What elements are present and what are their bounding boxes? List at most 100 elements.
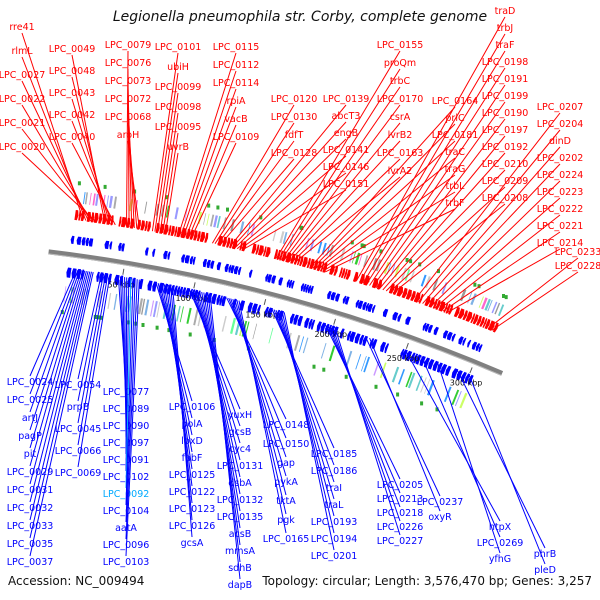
- reverse-gene-arrow: [221, 296, 227, 307]
- feature-box-inner: [193, 309, 199, 326]
- forward-label-leader: [159, 112, 179, 233]
- forward-gene-arrow: [396, 286, 403, 297]
- reverse-gene-label: LPC_0148: [263, 420, 310, 431]
- feature-box-outer: [321, 242, 327, 255]
- forward-gene-label: LPC_0146: [323, 162, 370, 173]
- reverse-label-leader: [77, 274, 111, 468]
- forward-gene-label: LPC_0228: [555, 261, 600, 272]
- forward-label-leader: [319, 174, 456, 271]
- reverse-gene-label: LPC_0237: [417, 497, 464, 508]
- reverse-label-leader: [125, 278, 134, 506]
- reverse-label-leader: [125, 277, 130, 472]
- forward-gene-label: traG: [445, 164, 466, 175]
- feature-box-inner: [415, 375, 423, 391]
- forward-label-leader: [372, 101, 506, 287]
- forward-gene-arrow: [363, 275, 370, 286]
- forward-gene-label: vacB: [224, 114, 247, 125]
- reverse-gene-label: LPC_0103: [103, 557, 150, 568]
- reverse-gene-label: LPC_0186: [311, 466, 358, 477]
- forward-label-leader: [21, 152, 97, 223]
- feature-box-outer: [432, 278, 439, 291]
- reverse-gene-arrow: [433, 326, 439, 336]
- rna-marker: [207, 203, 211, 208]
- forward-gene-arrow: [405, 289, 412, 300]
- feature-box-inner: [150, 300, 155, 317]
- forward-gene-label: trbJ: [497, 23, 513, 34]
- reverse-gene-arrow: [451, 368, 459, 379]
- forward-label-leader: [214, 122, 295, 244]
- forward-gene-label: LPC_0076: [105, 58, 152, 69]
- reverse-label-leader: [209, 293, 241, 580]
- forward-label-leader: [442, 231, 561, 312]
- forward-gene-arrow: [448, 304, 454, 315]
- reverse-gene-arrow: [70, 235, 75, 244]
- forward-gene-label: LPC_0120: [271, 94, 318, 105]
- forward-gene-label: LPC_0192: [482, 142, 529, 153]
- feature-box-outer: [481, 297, 488, 310]
- reverse-gene-label: pykA: [274, 477, 298, 488]
- forward-label-leader: [426, 163, 561, 306]
- feature-box-inner: [407, 372, 416, 389]
- reverse-gene-label: mmsA: [225, 546, 255, 557]
- reverse-gene-label: LPC_0035: [7, 539, 54, 550]
- feature-box-outer: [484, 298, 491, 311]
- reverse-gene-label: LPC_0135: [217, 512, 264, 523]
- rna-marker: [344, 374, 348, 379]
- reverse-gene-label: LPC_0032: [7, 503, 54, 514]
- reverse-label-leader: [273, 309, 335, 466]
- forward-label-leader: [211, 104, 295, 244]
- reverse-label-leader: [29, 271, 94, 557]
- reverse-gene-arrow: [267, 274, 273, 283]
- rna-marker: [405, 258, 409, 262]
- forward-gene-arrow: [204, 232, 209, 243]
- forward-gene-label: LPC_0155: [377, 40, 424, 51]
- forward-gene-arrow: [301, 256, 308, 268]
- forward-gene-arrow: [479, 316, 485, 327]
- reverse-label-leader: [77, 274, 109, 446]
- forward-label-leader: [71, 142, 116, 226]
- feature-box-outer: [282, 232, 288, 244]
- rna-marker: [216, 205, 220, 210]
- reverse-gene-arrow: [471, 341, 478, 350]
- forward-gene-label: trbC: [390, 76, 411, 87]
- forward-gene-arrow: [251, 243, 257, 254]
- reverse-gene-arrow: [440, 363, 448, 375]
- forward-gene-label: LPC_0021: [0, 118, 45, 129]
- reverse-gene-label: LPC_0066: [55, 446, 102, 457]
- reverse-label-leader: [77, 273, 107, 424]
- reverse-label-leader: [29, 271, 92, 539]
- reverse-label-leader: [327, 324, 401, 494]
- reverse-gene-arrow: [288, 279, 293, 289]
- forward-label-leader: [180, 70, 237, 237]
- rna-marker: [360, 243, 364, 248]
- forward-gene-label: LPC_0073: [105, 76, 152, 87]
- reverse-gene-arrow: [467, 339, 472, 348]
- reverse-gene-label: LPC_0269: [477, 538, 524, 549]
- forward-gene-label: LPC_0164: [432, 96, 479, 107]
- reverse-gene-arrow: [384, 343, 390, 354]
- reverse-label-leader: [238, 300, 287, 534]
- feature-box-inner: [186, 307, 192, 324]
- reverse-gene-label: polA: [182, 419, 203, 430]
- reverse-gene-arrow: [189, 256, 194, 265]
- feature-box-inner: [355, 354, 362, 370]
- forward-label-leader: [434, 197, 561, 309]
- genome-backbone: [48, 249, 504, 376]
- reverse-gene-arrow: [182, 287, 187, 298]
- forward-gene-arrow: [118, 216, 122, 227]
- feature-box-inner: [144, 299, 150, 316]
- forward-gene-label: LPC_0208: [482, 193, 529, 204]
- reverse-gene-arrow: [327, 290, 332, 300]
- reverse-gene-arrow: [265, 273, 269, 282]
- reverse-gene-label: LPC_0024: [7, 377, 54, 388]
- reverse-gene-label: htpX: [489, 522, 512, 533]
- reverse-gene-arrow: [330, 292, 336, 301]
- reverse-gene-label: cyc4: [229, 444, 251, 455]
- reverse-label-leader: [324, 323, 401, 480]
- scale-tick-label: 250 kbp: [387, 354, 420, 363]
- reverse-gene-arrow: [320, 322, 327, 333]
- feature-box-inner: [221, 315, 227, 332]
- forward-gene-arrow: [74, 210, 79, 221]
- reverse-gene-label: LPC_0106: [169, 402, 216, 413]
- forward-label-leader: [291, 158, 401, 263]
